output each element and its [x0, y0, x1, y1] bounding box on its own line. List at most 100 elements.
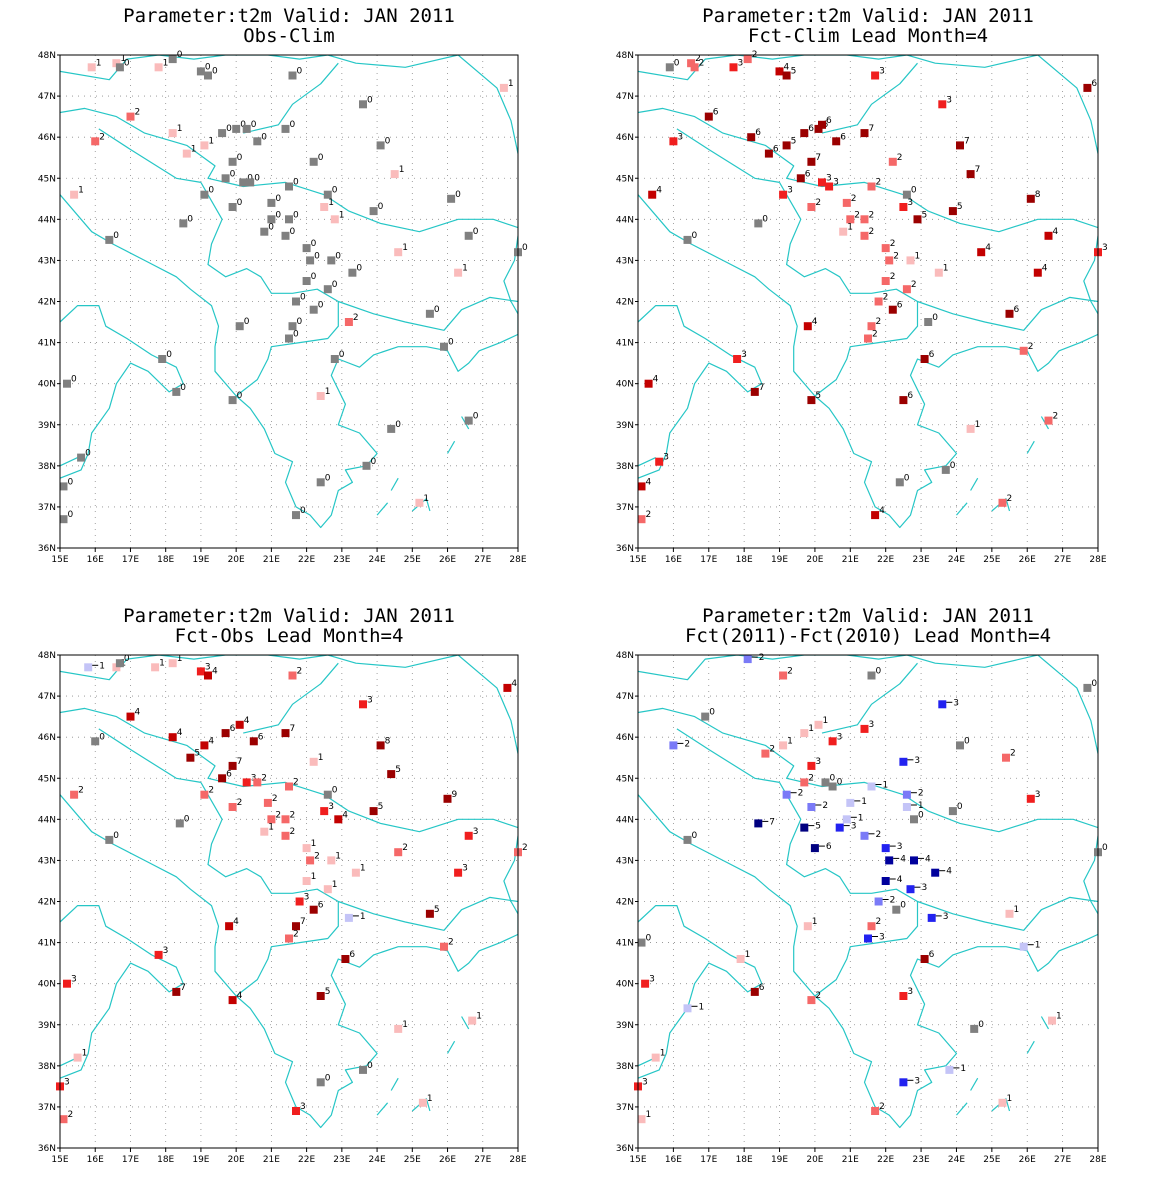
station-value: 2 — [1028, 342, 1034, 352]
station-value: 4 — [653, 375, 659, 385]
station-value: 6 — [349, 950, 355, 960]
station-value: 0 — [367, 95, 373, 105]
station-square — [888, 305, 897, 314]
station-value: 4 — [135, 708, 141, 718]
station-marker: 2 — [1019, 342, 1034, 355]
station-marker: 1 — [302, 872, 316, 885]
station-value: 4 — [879, 506, 885, 516]
coastline-path — [60, 794, 518, 1129]
station-value: 3 — [738, 58, 744, 68]
station-value: 2 — [759, 653, 765, 663]
station-square — [910, 856, 918, 865]
station-value: 3 — [953, 698, 959, 708]
station-value: 8 — [385, 736, 391, 746]
station-square — [253, 137, 262, 146]
station-value: 1 — [163, 58, 169, 68]
station-marker: 2 — [1002, 749, 1016, 762]
station-value: 0 — [184, 814, 190, 824]
station-value: 3 — [205, 662, 211, 672]
station-value: 1 — [191, 145, 197, 155]
station-square — [871, 71, 880, 80]
station-value: 3 — [71, 975, 77, 985]
station-marker: 3 — [655, 453, 669, 466]
station-square — [761, 749, 770, 758]
station-square — [899, 396, 908, 405]
station-marker: 0 — [228, 198, 243, 211]
station-value: 4 — [233, 917, 239, 927]
station-value: 1 — [318, 753, 324, 763]
station-square — [637, 515, 646, 524]
station-square — [1005, 909, 1014, 918]
station-square — [651, 1053, 660, 1062]
station-marker: 3 — [871, 67, 885, 80]
station-value: 3 — [64, 1077, 70, 1087]
station-value: 5 — [325, 987, 331, 997]
coastline-path — [461, 1016, 470, 1030]
station-marker: 1 — [70, 186, 84, 199]
station-value: 0 — [244, 317, 250, 327]
station-value: 2 — [522, 843, 528, 853]
station-value: 0 — [674, 58, 680, 68]
station-square — [665, 63, 674, 72]
station-value: 2 — [815, 991, 821, 1001]
x-tick-label: 21E — [842, 1155, 859, 1165]
station-value: 2 — [876, 917, 882, 927]
station-value: 4 — [646, 477, 652, 487]
station-square — [260, 827, 269, 836]
station-square — [800, 778, 809, 787]
station-square — [902, 803, 911, 811]
station-marker: 0 — [348, 264, 362, 277]
station-square — [168, 129, 177, 138]
station-marker: 0 — [665, 58, 680, 72]
station-value: 0 — [290, 120, 296, 130]
station-marker: 3 — [835, 822, 856, 832]
station-value: 5 — [815, 391, 821, 401]
station-marker: 3 — [634, 1077, 648, 1091]
y-tick-label: 38N — [616, 1062, 634, 1072]
panel-title: Parameter:t2m Valid: JAN 2011 — [123, 605, 455, 627]
station-marker: 1 — [323, 880, 338, 894]
station-marker: 0 — [362, 457, 377, 470]
y-tick-label: 43N — [38, 856, 56, 866]
station-value: 6 — [840, 132, 846, 142]
y-tick-label: 45N — [616, 774, 634, 784]
station-square — [249, 737, 258, 746]
station-square — [200, 190, 209, 199]
station-value: 2 — [314, 851, 320, 861]
coastline-path — [638, 55, 907, 81]
station-value: 3 — [914, 1076, 920, 1086]
station-square — [464, 416, 473, 425]
x-tick-label: 22E — [877, 555, 894, 565]
station-square — [288, 322, 297, 331]
station-marker: 3 — [154, 946, 168, 959]
station-value: 0 — [166, 350, 172, 360]
station-value: 0 — [113, 231, 119, 241]
coastline-path — [338, 896, 518, 931]
station-square — [966, 424, 975, 433]
station-marker: 2 — [394, 843, 408, 857]
station-value: 2 — [353, 313, 359, 323]
x-tick-label: 20E — [806, 555, 823, 565]
station-value: 0 — [297, 317, 303, 327]
station-square — [292, 1107, 300, 1115]
station-square — [196, 67, 205, 76]
station-marker: 0 — [267, 210, 281, 224]
station-square — [832, 137, 841, 146]
station-value: 4 — [900, 854, 906, 864]
station-square — [253, 778, 262, 787]
y-tick-label: 48N — [38, 651, 56, 661]
station-value: 1 — [787, 736, 793, 746]
station-square — [235, 720, 244, 729]
station-square — [112, 59, 121, 68]
station-value: 1 — [177, 124, 183, 134]
station-value: 0 — [455, 190, 461, 200]
station-marker: 7 — [754, 817, 775, 828]
station-square — [218, 129, 227, 138]
station-marker: 3 — [729, 58, 744, 72]
y-tick-label: 42N — [616, 898, 634, 908]
station-value: 2 — [869, 210, 875, 220]
station-value: 3 — [328, 802, 334, 812]
station-square — [302, 877, 311, 885]
station-marker: 2 — [126, 108, 140, 121]
station-value: 1 — [339, 210, 345, 220]
